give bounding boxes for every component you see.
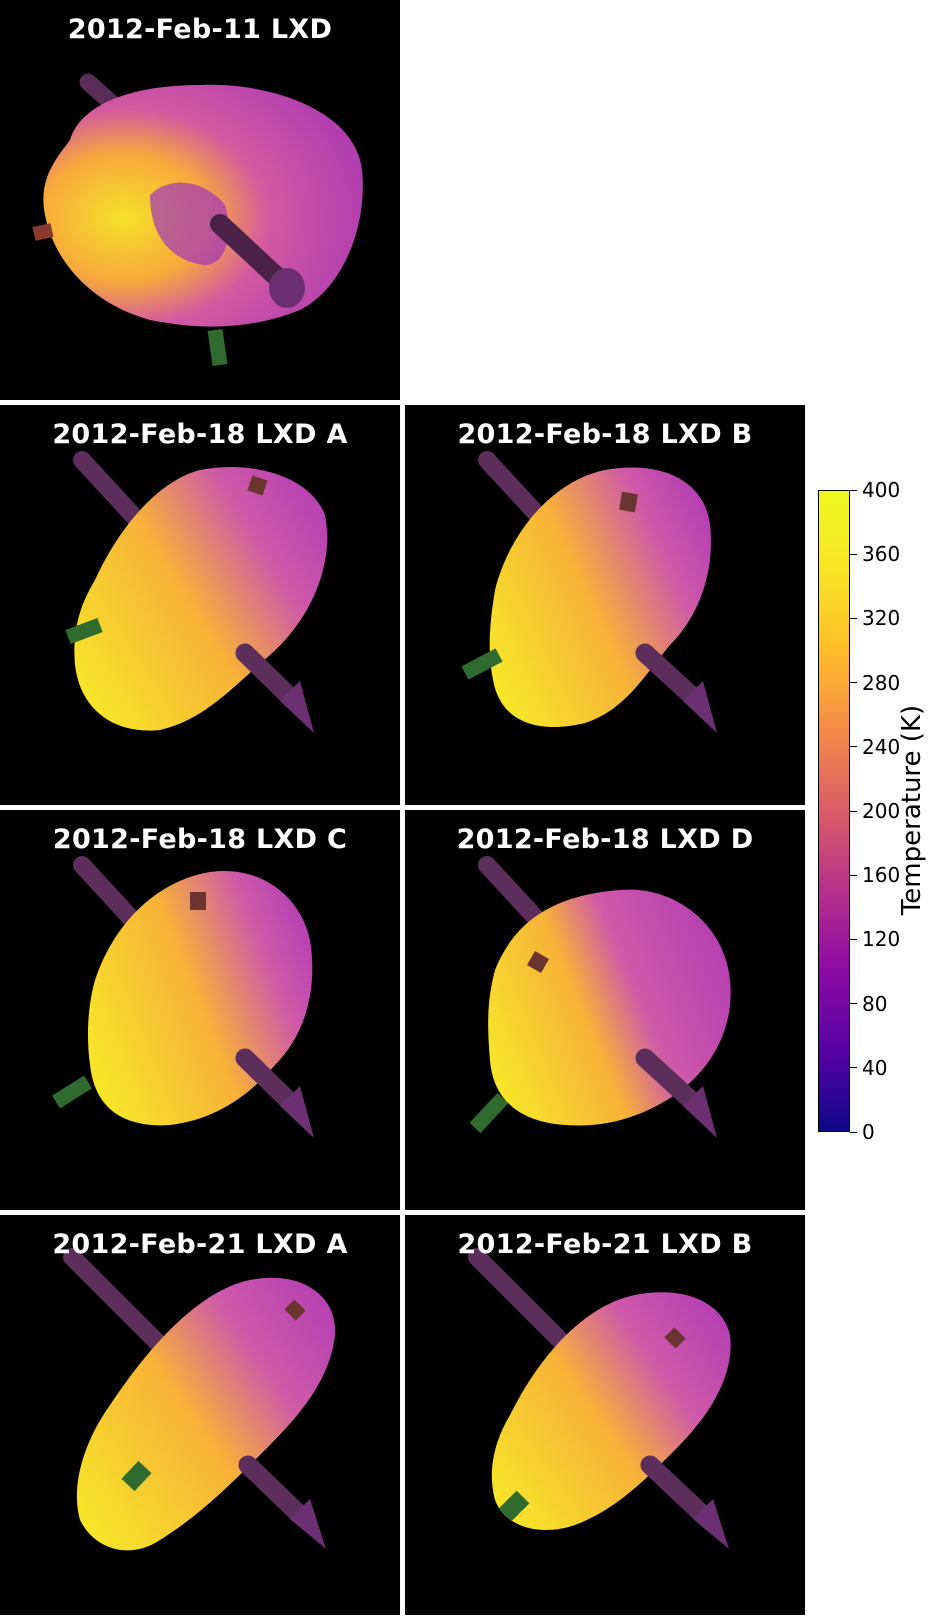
colorbar-tick bbox=[850, 617, 857, 619]
colorbar-tick bbox=[850, 553, 857, 555]
colorbar-tick bbox=[850, 810, 857, 812]
colorbar-tick-label: 200 bbox=[862, 799, 901, 823]
panel-feb18-c: 2012-Feb-18 LXD C bbox=[0, 810, 400, 1210]
asteroid-shape bbox=[488, 889, 731, 1126]
axis-red-cylinder bbox=[664, 1327, 686, 1349]
colorbar-tick-label: 400 bbox=[862, 478, 901, 502]
panel-feb11: 2012-Feb-11 LXD bbox=[0, 0, 400, 400]
axis-arrow-head bbox=[693, 1499, 729, 1549]
axis-red-cylinder bbox=[284, 1299, 306, 1321]
asteroid-render bbox=[468, 1248, 731, 1549]
axis-green-cylinder bbox=[469, 1092, 509, 1134]
colorbar-tick bbox=[850, 1067, 857, 1069]
panel-title: 2012-Feb-21 LXD B bbox=[457, 1229, 753, 1260]
axis-arrow-head bbox=[683, 1086, 717, 1138]
asteroid-render bbox=[469, 856, 731, 1138]
colorbar-tick-label: 120 bbox=[862, 927, 901, 952]
panel-feb18-b: 2012-Feb-18 LXD B bbox=[405, 405, 805, 805]
colorbar-tick-label: 240 bbox=[862, 734, 901, 759]
axis-arrow-head bbox=[290, 1499, 326, 1549]
panel-feb18-d: 2012-Feb-18 LXD D bbox=[405, 810, 805, 1210]
panel-title: 2012-Feb-18 LXD D bbox=[456, 824, 754, 855]
axis-arrow-head bbox=[280, 681, 314, 733]
axis-red-cylinder bbox=[32, 223, 54, 241]
colorbar-tick bbox=[850, 1131, 857, 1133]
temperature-colorbar: 0 40 80 120 160 200 240 280 320 360 400 bbox=[818, 480, 928, 1142]
colorbar-tick bbox=[850, 1003, 857, 1005]
colorbar-gradient bbox=[818, 490, 850, 1132]
panel-feb18-a: 2012-Feb-18 LXD A bbox=[0, 405, 400, 805]
colorbar-tick-label: 360 bbox=[862, 542, 901, 567]
axis-green-cylinder bbox=[461, 648, 503, 680]
axis-green-cylinder bbox=[65, 617, 103, 645]
axis-red-cylinder bbox=[247, 475, 268, 496]
asteroid-render bbox=[65, 451, 328, 733]
panel-title: 2012-Feb-18 LXD A bbox=[52, 419, 348, 450]
colorbar-tick bbox=[850, 746, 857, 748]
panel-feb21-a: 2012-Feb-21 LXD A bbox=[0, 1215, 400, 1615]
axis-green-cylinder bbox=[52, 1075, 92, 1109]
asteroid-render bbox=[32, 73, 363, 367]
asteroid-render bbox=[461, 451, 717, 733]
asteroid-render bbox=[63, 1248, 336, 1551]
panel-title: 2012-Feb-18 LXD B bbox=[457, 419, 753, 450]
panel-title: 2012-Feb-18 LXD C bbox=[52, 824, 348, 855]
axis-green-cylinder bbox=[207, 328, 228, 367]
axis-red-cylinder bbox=[527, 951, 549, 973]
axis-arrow-head bbox=[280, 1086, 314, 1138]
axis-green-cylinder bbox=[121, 1460, 152, 1492]
colorbar-tick-label: 320 bbox=[862, 606, 901, 631]
colorbar-tick-label: 280 bbox=[862, 670, 901, 695]
panel-feb21-b: 2012-Feb-21 LXD B bbox=[405, 1215, 805, 1615]
colorbar-tick bbox=[850, 874, 857, 876]
colorbar-tick-label: 80 bbox=[862, 991, 888, 1016]
colorbar-label-text: Temperature (K) bbox=[897, 704, 927, 916]
axis-arrow-head bbox=[269, 268, 305, 308]
asteroid-shape bbox=[74, 467, 328, 731]
panel-title: 2012-Feb-21 LXD A bbox=[52, 1229, 348, 1260]
panel-title: 2012-Feb-11 LXD bbox=[67, 14, 333, 45]
asteroid-render bbox=[52, 856, 314, 1138]
asteroid-shape bbox=[491, 1292, 731, 1531]
colorbar-tick bbox=[850, 938, 857, 940]
axis-arrow-shaft bbox=[210, 214, 288, 288]
axis-red-cylinder bbox=[619, 491, 638, 513]
colorbar-tick bbox=[850, 489, 857, 491]
colorbar-tick-label: 40 bbox=[862, 1055, 888, 1080]
colorbar-tick-label: 0 bbox=[862, 1120, 875, 1144]
colorbar-tick bbox=[850, 682, 857, 684]
colorbar-tick-label: 160 bbox=[862, 863, 901, 888]
axis-arrow-head bbox=[683, 681, 717, 733]
axis-green-cylinder bbox=[498, 1490, 530, 1522]
